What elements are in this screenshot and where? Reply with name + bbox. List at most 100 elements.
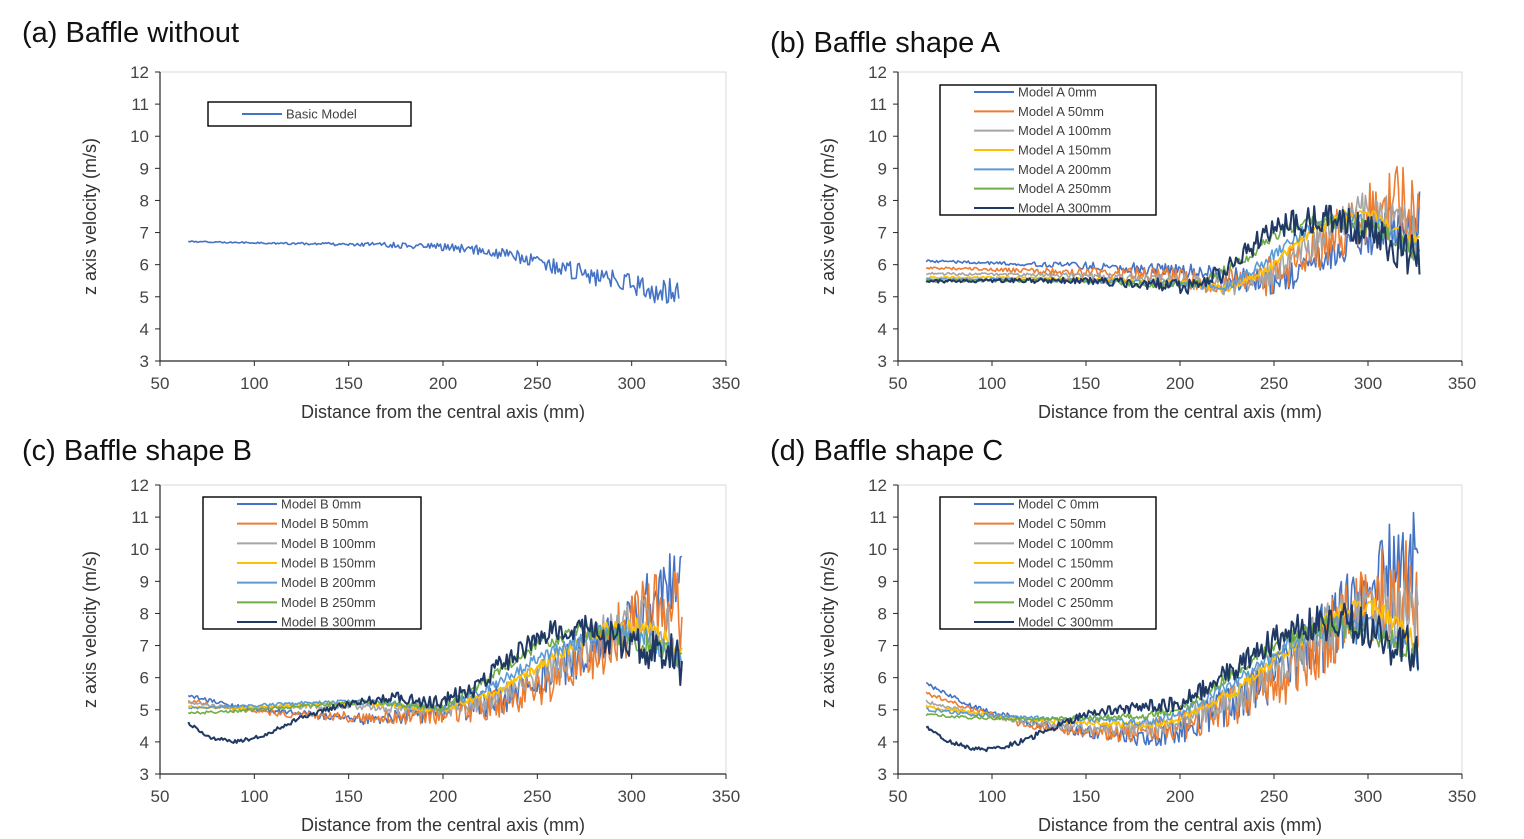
y-tick-label: 10: [130, 540, 149, 559]
y-tick-label: 5: [878, 288, 887, 307]
legend-label: Model C 200mm: [1018, 575, 1113, 590]
y-tick-label: 9: [878, 572, 887, 591]
x-tick-label: 350: [1448, 374, 1476, 393]
legend-label: Model C 150mm: [1018, 556, 1113, 571]
panel-title: (d) Baffle shape C: [770, 435, 1003, 467]
chart-panel-2: (b) Baffle shape A 50 100 150 200 250 300 350 3 4…: [770, 27, 1476, 422]
y-tick-label: 9: [140, 159, 149, 178]
legend-label: Model C 100mm: [1018, 536, 1113, 551]
y-tick-label: 6: [140, 669, 149, 688]
x-tick-label: 100: [978, 374, 1006, 393]
y-tick-label: 6: [140, 256, 149, 275]
x-tick-label: 250: [523, 374, 551, 393]
y-tick-label: 4: [878, 733, 887, 752]
y-tick-label: 7: [878, 224, 887, 243]
y-tick-label: 3: [878, 352, 887, 371]
x-tick-label: 250: [1260, 787, 1288, 806]
x-tick-label: 350: [712, 787, 740, 806]
y-tick-label: 3: [140, 765, 149, 784]
y-axis-label: z axis velocity (m/s): [80, 551, 100, 708]
y-tick-label: 12: [868, 476, 887, 495]
y-tick-label: 12: [130, 476, 149, 495]
y-tick-label: 5: [878, 701, 887, 720]
legend-label: Model B 200mm: [281, 575, 376, 590]
y-tick-label: 5: [140, 288, 149, 307]
x-axis-label: Distance from the central axis (mm): [1038, 402, 1322, 422]
y-tick-label: 5: [140, 701, 149, 720]
y-axis-label: z axis velocity (m/s): [818, 551, 838, 708]
legend-label: Model A 150mm: [1018, 143, 1111, 158]
legend-label: Model B 0mm: [281, 497, 361, 512]
x-axis-label: Distance from the central axis (mm): [1038, 815, 1322, 835]
legend-label: Basic Model: [286, 107, 357, 122]
series-line-5: [926, 613, 1419, 727]
x-tick-label: 100: [240, 787, 268, 806]
x-tick-label: 300: [1354, 374, 1382, 393]
y-tick-label: 11: [131, 508, 149, 527]
x-tick-label: 200: [429, 787, 457, 806]
legend-label: Model A 300mm: [1018, 201, 1111, 216]
panel-title: (c) Baffle shape B: [22, 435, 252, 467]
x-tick-label: 200: [1166, 787, 1194, 806]
x-tick-label: 250: [1260, 374, 1288, 393]
legend-label: Model B 300mm: [281, 615, 376, 630]
x-tick-label: 300: [617, 374, 645, 393]
panel-title: (a) Baffle without: [22, 17, 239, 49]
legend: Model B 0mm Model B 50mm Model B 100mm Mode…: [202, 496, 422, 630]
y-tick-label: 7: [140, 637, 149, 656]
y-tick-label: 6: [878, 256, 887, 275]
y-tick-label: 11: [869, 508, 887, 527]
y-tick-label: 6: [878, 669, 887, 688]
legend-label: Model C 0mm: [1018, 497, 1099, 512]
legend-box: [207, 101, 412, 127]
y-tick-label: 3: [140, 352, 149, 371]
x-tick-label: 50: [889, 787, 908, 806]
series-line-2: [925, 165, 1421, 297]
y-tick-label: 12: [868, 63, 887, 82]
y-tick-label: 7: [878, 637, 887, 656]
x-tick-label: 50: [151, 374, 170, 393]
x-tick-label: 100: [978, 787, 1006, 806]
y-tick-label: 8: [140, 604, 149, 623]
x-tick-label: 150: [334, 374, 362, 393]
legend-label: Model A 0mm: [1018, 85, 1097, 100]
legend-label: Model B 250mm: [281, 595, 376, 610]
x-tick-label: 350: [1448, 787, 1476, 806]
series-line-7: [925, 602, 1419, 753]
chart-panel-1: (a) Baffle without 50 100 150 200 250 300 350 3 4…: [22, 17, 740, 422]
chart-panel-4: (d) Baffle shape C 50 100 150 200 250 300 350 3 4…: [770, 435, 1476, 835]
y-tick-label: 11: [869, 95, 887, 114]
legend-label: Model A 200mm: [1018, 162, 1111, 177]
x-tick-label: 50: [889, 374, 908, 393]
y-tick-label: 8: [878, 191, 887, 210]
x-axis-label: Distance from the central axis (mm): [301, 402, 585, 422]
x-tick-label: 350: [712, 374, 740, 393]
legend-label: Model B 50mm: [281, 516, 368, 531]
x-tick-label: 300: [1354, 787, 1382, 806]
y-tick-label: 8: [140, 191, 149, 210]
y-tick-label: 7: [140, 224, 149, 243]
x-tick-label: 100: [240, 374, 268, 393]
legend-label: Model B 150mm: [281, 556, 376, 571]
y-tick-label: 4: [140, 733, 149, 752]
series-line-7: [925, 204, 1421, 295]
y-tick-label: 4: [140, 320, 149, 339]
x-tick-label: 50: [151, 787, 170, 806]
panel-title: (b) Baffle shape A: [770, 27, 1001, 59]
legend-label: Model C 50mm: [1018, 516, 1106, 531]
x-tick-label: 200: [429, 374, 457, 393]
legend: Model C 0mm Model C 50mm Model C 100mm Mode…: [939, 496, 1157, 630]
legend-label: Model A 50mm: [1018, 104, 1104, 119]
x-tick-label: 150: [334, 787, 362, 806]
x-tick-label: 200: [1166, 374, 1194, 393]
legend: Basic Model: [207, 101, 412, 127]
y-tick-label: 11: [131, 95, 149, 114]
x-tick-label: 150: [1072, 787, 1100, 806]
series-line-7: [187, 614, 683, 744]
series-line-2: [187, 571, 683, 725]
x-tick-label: 300: [617, 787, 645, 806]
series-line-6: [187, 622, 683, 715]
chart-panel-3: (c) Baffle shape B 50 100 150 200 250 300 350 3 4…: [22, 435, 740, 835]
x-axis-label: Distance from the central axis (mm): [301, 815, 585, 835]
